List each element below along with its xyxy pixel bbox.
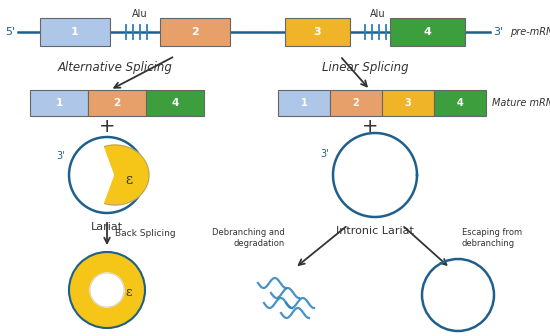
FancyBboxPatch shape — [434, 90, 486, 116]
Text: +: + — [99, 118, 116, 136]
Text: 3': 3' — [56, 151, 65, 161]
FancyBboxPatch shape — [330, 90, 382, 116]
Text: 1: 1 — [56, 98, 63, 108]
Text: 3: 3 — [405, 98, 411, 108]
Text: 4: 4 — [171, 98, 179, 108]
FancyBboxPatch shape — [390, 18, 465, 46]
Text: 3': 3' — [320, 149, 329, 159]
Text: 5': 5' — [5, 27, 15, 37]
Text: 3': 3' — [493, 27, 503, 37]
FancyBboxPatch shape — [30, 90, 88, 116]
Text: Alu: Alu — [370, 9, 386, 19]
Text: +: + — [362, 118, 378, 136]
Text: Intronic Lariat: Intronic Lariat — [336, 226, 414, 236]
Circle shape — [69, 252, 145, 328]
Text: Escaping from
debranching: Escaping from debranching — [462, 228, 522, 248]
Text: 3: 3 — [314, 27, 321, 37]
Text: Mature mRNA: Mature mRNA — [492, 98, 550, 108]
Text: 1: 1 — [301, 98, 307, 108]
Text: Alternative Splicing: Alternative Splicing — [58, 61, 173, 75]
FancyBboxPatch shape — [160, 18, 230, 46]
FancyBboxPatch shape — [285, 18, 350, 46]
FancyBboxPatch shape — [278, 90, 330, 116]
Text: ε: ε — [126, 287, 132, 299]
FancyBboxPatch shape — [88, 90, 146, 116]
FancyBboxPatch shape — [40, 18, 110, 46]
Text: 2: 2 — [353, 98, 359, 108]
Text: Lariat: Lariat — [91, 222, 123, 232]
Text: Debranching and
degradation: Debranching and degradation — [212, 228, 285, 248]
Text: Back Splicing: Back Splicing — [115, 229, 175, 239]
Text: 1: 1 — [71, 27, 79, 37]
Text: 2: 2 — [113, 98, 120, 108]
FancyBboxPatch shape — [382, 90, 434, 116]
Text: 2: 2 — [191, 27, 199, 37]
Text: Linear Splicing: Linear Splicing — [322, 61, 408, 75]
Text: 4: 4 — [456, 98, 463, 108]
Circle shape — [90, 273, 124, 307]
Polygon shape — [104, 145, 149, 205]
FancyBboxPatch shape — [146, 90, 204, 116]
Text: Alu: Alu — [132, 9, 148, 19]
Text: pre-mRNA: pre-mRNA — [510, 27, 550, 37]
Text: ε: ε — [125, 173, 133, 187]
Text: 4: 4 — [424, 27, 431, 37]
